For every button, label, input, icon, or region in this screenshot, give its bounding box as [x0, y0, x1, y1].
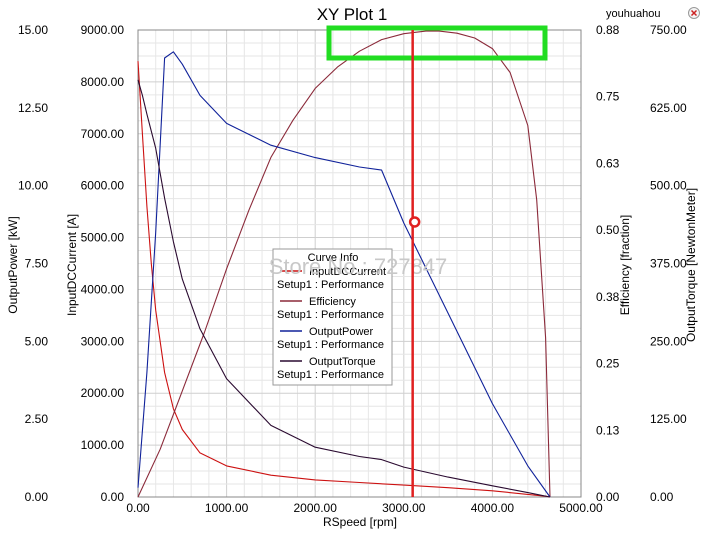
- tick-label-x: 2000.00: [294, 501, 338, 515]
- tick-label-inputcurrent: 1000.00: [81, 438, 125, 452]
- tick-label-torque: 625.00: [650, 101, 687, 115]
- axes-layer: 0.00 2.50 5.00 7.50 10.00 12.50 15.00 0.00 1000.…: [18, 23, 687, 515]
- tick-label-outputpower: 2.50: [25, 412, 49, 426]
- tick-label-outputpower: 10.00: [18, 179, 48, 193]
- legend-entry-sub: Setup1 : Performance: [277, 279, 384, 291]
- tick-label-efficiency: 0.75: [596, 90, 620, 104]
- legend-entry-label: Efficiency: [309, 296, 356, 308]
- tick-label-torque: 250.00: [650, 334, 687, 348]
- tick-label-x: 3000.00: [382, 501, 426, 515]
- legend-title: Curve Info: [308, 252, 359, 264]
- tick-label-outputpower: 7.50: [25, 257, 49, 271]
- legend-entry-label: OutputTorque: [309, 356, 376, 368]
- tick-label-inputcurrent: 6000.00: [81, 179, 125, 193]
- chart-title: XY Plot 1: [317, 5, 388, 24]
- tick-label-efficiency: 0.25: [596, 357, 620, 371]
- legend-entry-sub: Setup1 : Performance: [277, 309, 384, 321]
- tick-label-torque: 125.00: [650, 412, 687, 426]
- tick-label-inputcurrent: 7000.00: [81, 127, 125, 141]
- series-layer: [137, 30, 551, 498]
- tick-label-torque: 750.00: [650, 23, 687, 37]
- tick-label-inputcurrent: 8000.00: [81, 75, 125, 89]
- tick-label-outputpower: 12.50: [18, 101, 48, 115]
- svg-text:OutputPower [kW]: OutputPower [kW]: [6, 216, 20, 313]
- tick-label-inputcurrent: 0.00: [101, 490, 125, 504]
- tick-label-efficiency: 0.63: [596, 156, 620, 170]
- tick-label-x: 1000.00: [205, 501, 249, 515]
- tick-label-inputcurrent: 4000.00: [81, 282, 125, 296]
- watermark: Store No.: 727847: [269, 254, 448, 279]
- cursor-marker[interactable]: [408, 216, 421, 228]
- tick-label-inputcurrent: 9000.00: [81, 23, 125, 37]
- tick-label-outputpower: 5.00: [25, 334, 49, 348]
- svg-text:OutputTorque [NewtonMeter]: OutputTorque [NewtonMeter]: [684, 188, 698, 342]
- axis-label-torque: OutputTorque [NewtonMeter]: [684, 188, 698, 342]
- x-axis-label: RSpeed [rpm]: [323, 515, 397, 529]
- svg-text:Efficiency [fraction]: Efficiency [fraction]: [618, 215, 632, 316]
- tick-label-inputcurrent: 2000.00: [81, 386, 125, 400]
- tick-label-outputpower: 15.00: [18, 23, 48, 37]
- tick-label-inputcurrent: 5000.00: [81, 231, 125, 245]
- highlight-box: [326, 25, 548, 61]
- tick-label-efficiency: 0.50: [596, 223, 620, 237]
- tick-label-efficiency: 0.13: [596, 423, 620, 437]
- legend-entry-label: OutputPower: [309, 326, 374, 338]
- tick-label-x: 4000.00: [471, 501, 515, 515]
- axis-label-inputcurrent: InputDCCurrent [A]: [65, 214, 79, 316]
- legend-entry-sub: Setup1 : Performance: [277, 339, 384, 351]
- tick-label-efficiency: 0.88: [596, 23, 620, 37]
- tick-label-torque: 0.00: [650, 490, 674, 504]
- tick-label-torque: 375.00: [650, 257, 687, 271]
- tick-label-torque: 500.00: [650, 179, 687, 193]
- svg-text:InputDCCurrent [A]: InputDCCurrent [A]: [65, 214, 79, 316]
- close-icon[interactable]: [688, 7, 700, 19]
- legend-entry-sub: Setup1 : Performance: [277, 369, 384, 381]
- series-line-efficiency: [137, 30, 551, 498]
- axis-label-efficiency: Efficiency [fraction]: [618, 215, 632, 316]
- marker-layer: [408, 30, 421, 497]
- axis-label-outputpower: OutputPower [kW]: [6, 216, 20, 313]
- series-line-outputpower: [137, 51, 551, 498]
- tick-label-inputcurrent: 3000.00: [81, 334, 125, 348]
- corner-label: youhuahou: [606, 8, 660, 20]
- tick-label-efficiency: 0.38: [596, 290, 620, 304]
- tick-label-efficiency: 0.00: [596, 490, 620, 504]
- tick-label-outputpower: 0.00: [25, 490, 49, 504]
- series-line-inputdccurrent: [137, 61, 551, 498]
- legend-entry-label: InputDCCurrent: [309, 266, 386, 278]
- tick-label-x: 5000.00: [559, 501, 603, 515]
- series-line-outputtorque: [137, 79, 551, 498]
- tick-label-x: 0.00: [126, 501, 150, 515]
